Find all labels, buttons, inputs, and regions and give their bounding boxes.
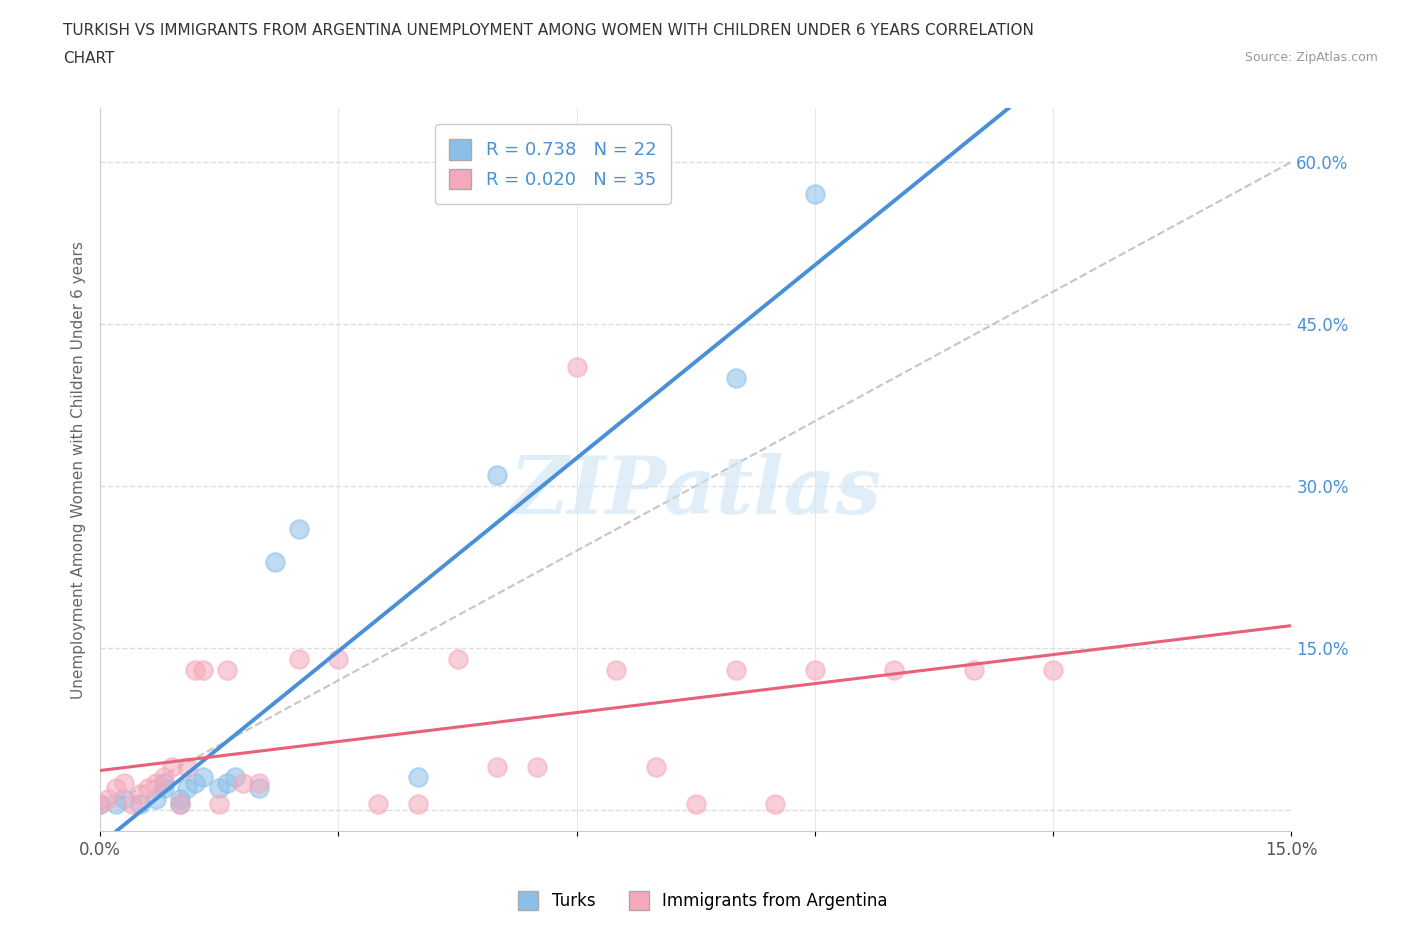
Point: [176, 781, 198, 796]
Point: [883, 662, 905, 677]
Point: [176, 759, 198, 774]
Point: [112, 791, 135, 806]
Point: [232, 776, 254, 790]
Point: [804, 187, 827, 202]
Point: [128, 797, 150, 812]
Y-axis label: Unemployment Among Women with Children Under 6 years: Unemployment Among Women with Children U…: [72, 241, 86, 698]
Point: [247, 776, 270, 790]
Text: CHART: CHART: [63, 51, 115, 66]
Point: [105, 781, 128, 796]
Point: [184, 776, 207, 790]
Point: [446, 651, 468, 666]
Point: [128, 786, 150, 801]
Point: [963, 662, 986, 677]
Point: [97, 791, 120, 806]
Point: [247, 781, 270, 796]
Point: [724, 662, 747, 677]
Point: [486, 759, 509, 774]
Point: [328, 651, 350, 666]
Point: [169, 797, 191, 812]
Point: [263, 554, 285, 569]
Point: [105, 797, 128, 812]
Point: [121, 797, 143, 812]
Point: [169, 791, 191, 806]
Point: [152, 770, 174, 785]
Point: [89, 797, 111, 812]
Point: [136, 781, 159, 796]
Point: [406, 770, 429, 785]
Point: [193, 770, 215, 785]
Point: [287, 522, 309, 537]
Point: [224, 770, 246, 785]
Point: [160, 759, 183, 774]
Point: [526, 759, 548, 774]
Point: [605, 662, 627, 677]
Point: [287, 651, 309, 666]
Text: ZIPatlas: ZIPatlas: [510, 453, 882, 530]
Point: [406, 797, 429, 812]
Point: [217, 776, 239, 790]
Text: Source: ZipAtlas.com: Source: ZipAtlas.com: [1244, 51, 1378, 64]
Point: [89, 797, 111, 812]
Legend: R = 0.738   N = 22, R = 0.020   N = 35: R = 0.738 N = 22, R = 0.020 N = 35: [434, 125, 671, 204]
Point: [184, 662, 207, 677]
Point: [763, 797, 786, 812]
Point: [724, 370, 747, 385]
Point: [112, 776, 135, 790]
Point: [145, 776, 167, 790]
Text: TURKISH VS IMMIGRANTS FROM ARGENTINA UNEMPLOYMENT AMONG WOMEN WITH CHILDREN UNDE: TURKISH VS IMMIGRANTS FROM ARGENTINA UNE…: [63, 23, 1035, 38]
Point: [169, 797, 191, 812]
Point: [486, 468, 509, 483]
Point: [145, 791, 167, 806]
Point: [1042, 662, 1064, 677]
Point: [208, 781, 231, 796]
Point: [152, 781, 174, 796]
Point: [685, 797, 707, 812]
Point: [217, 662, 239, 677]
Point: [645, 759, 668, 774]
Point: [804, 662, 827, 677]
Point: [565, 360, 588, 375]
Point: [208, 797, 231, 812]
Legend: Turks, Immigrants from Argentina: Turks, Immigrants from Argentina: [512, 884, 894, 917]
Point: [193, 662, 215, 677]
Point: [152, 776, 174, 790]
Point: [367, 797, 389, 812]
